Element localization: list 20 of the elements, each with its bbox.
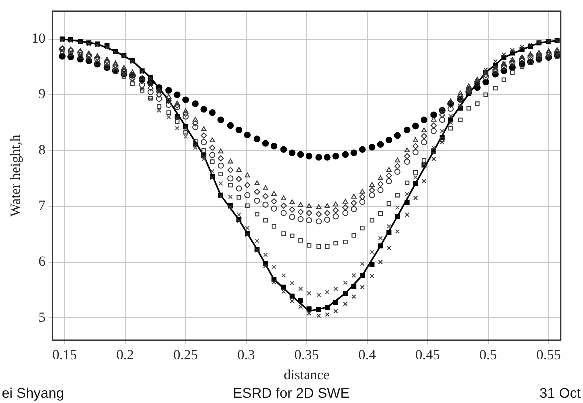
y-tick-label: 7 (38, 199, 46, 214)
x-tick-label: 0.15 (52, 348, 78, 364)
text: ESRD for 2D SWE (232, 384, 351, 403)
y-tick-label: 6 (38, 255, 46, 270)
x-tick-label: 0.35 (294, 348, 320, 364)
x-tick-label: 0.25 (174, 348, 198, 364)
text: 31 Oct (538, 384, 582, 403)
x-tick-label: 0.45 (416, 348, 440, 364)
y-tick-label: 10 (32, 32, 46, 47)
y-axis-title: Water height,h (9, 134, 24, 217)
x-axis-title: distance (284, 368, 330, 384)
text: ei Shyang (1, 384, 66, 403)
y-tick-label: 9 (38, 88, 46, 103)
y-tick-label: 5 (38, 310, 46, 326)
y-tick-label: 8 (38, 143, 46, 158)
x-tick-label: 0.3 (238, 348, 256, 364)
x-tick-label: 0.5 (480, 348, 498, 364)
x-tick-label: 0.55 (536, 348, 562, 364)
x-tick-label: 0.4 (358, 348, 376, 364)
x-tick-label: 0.2 (116, 348, 134, 364)
